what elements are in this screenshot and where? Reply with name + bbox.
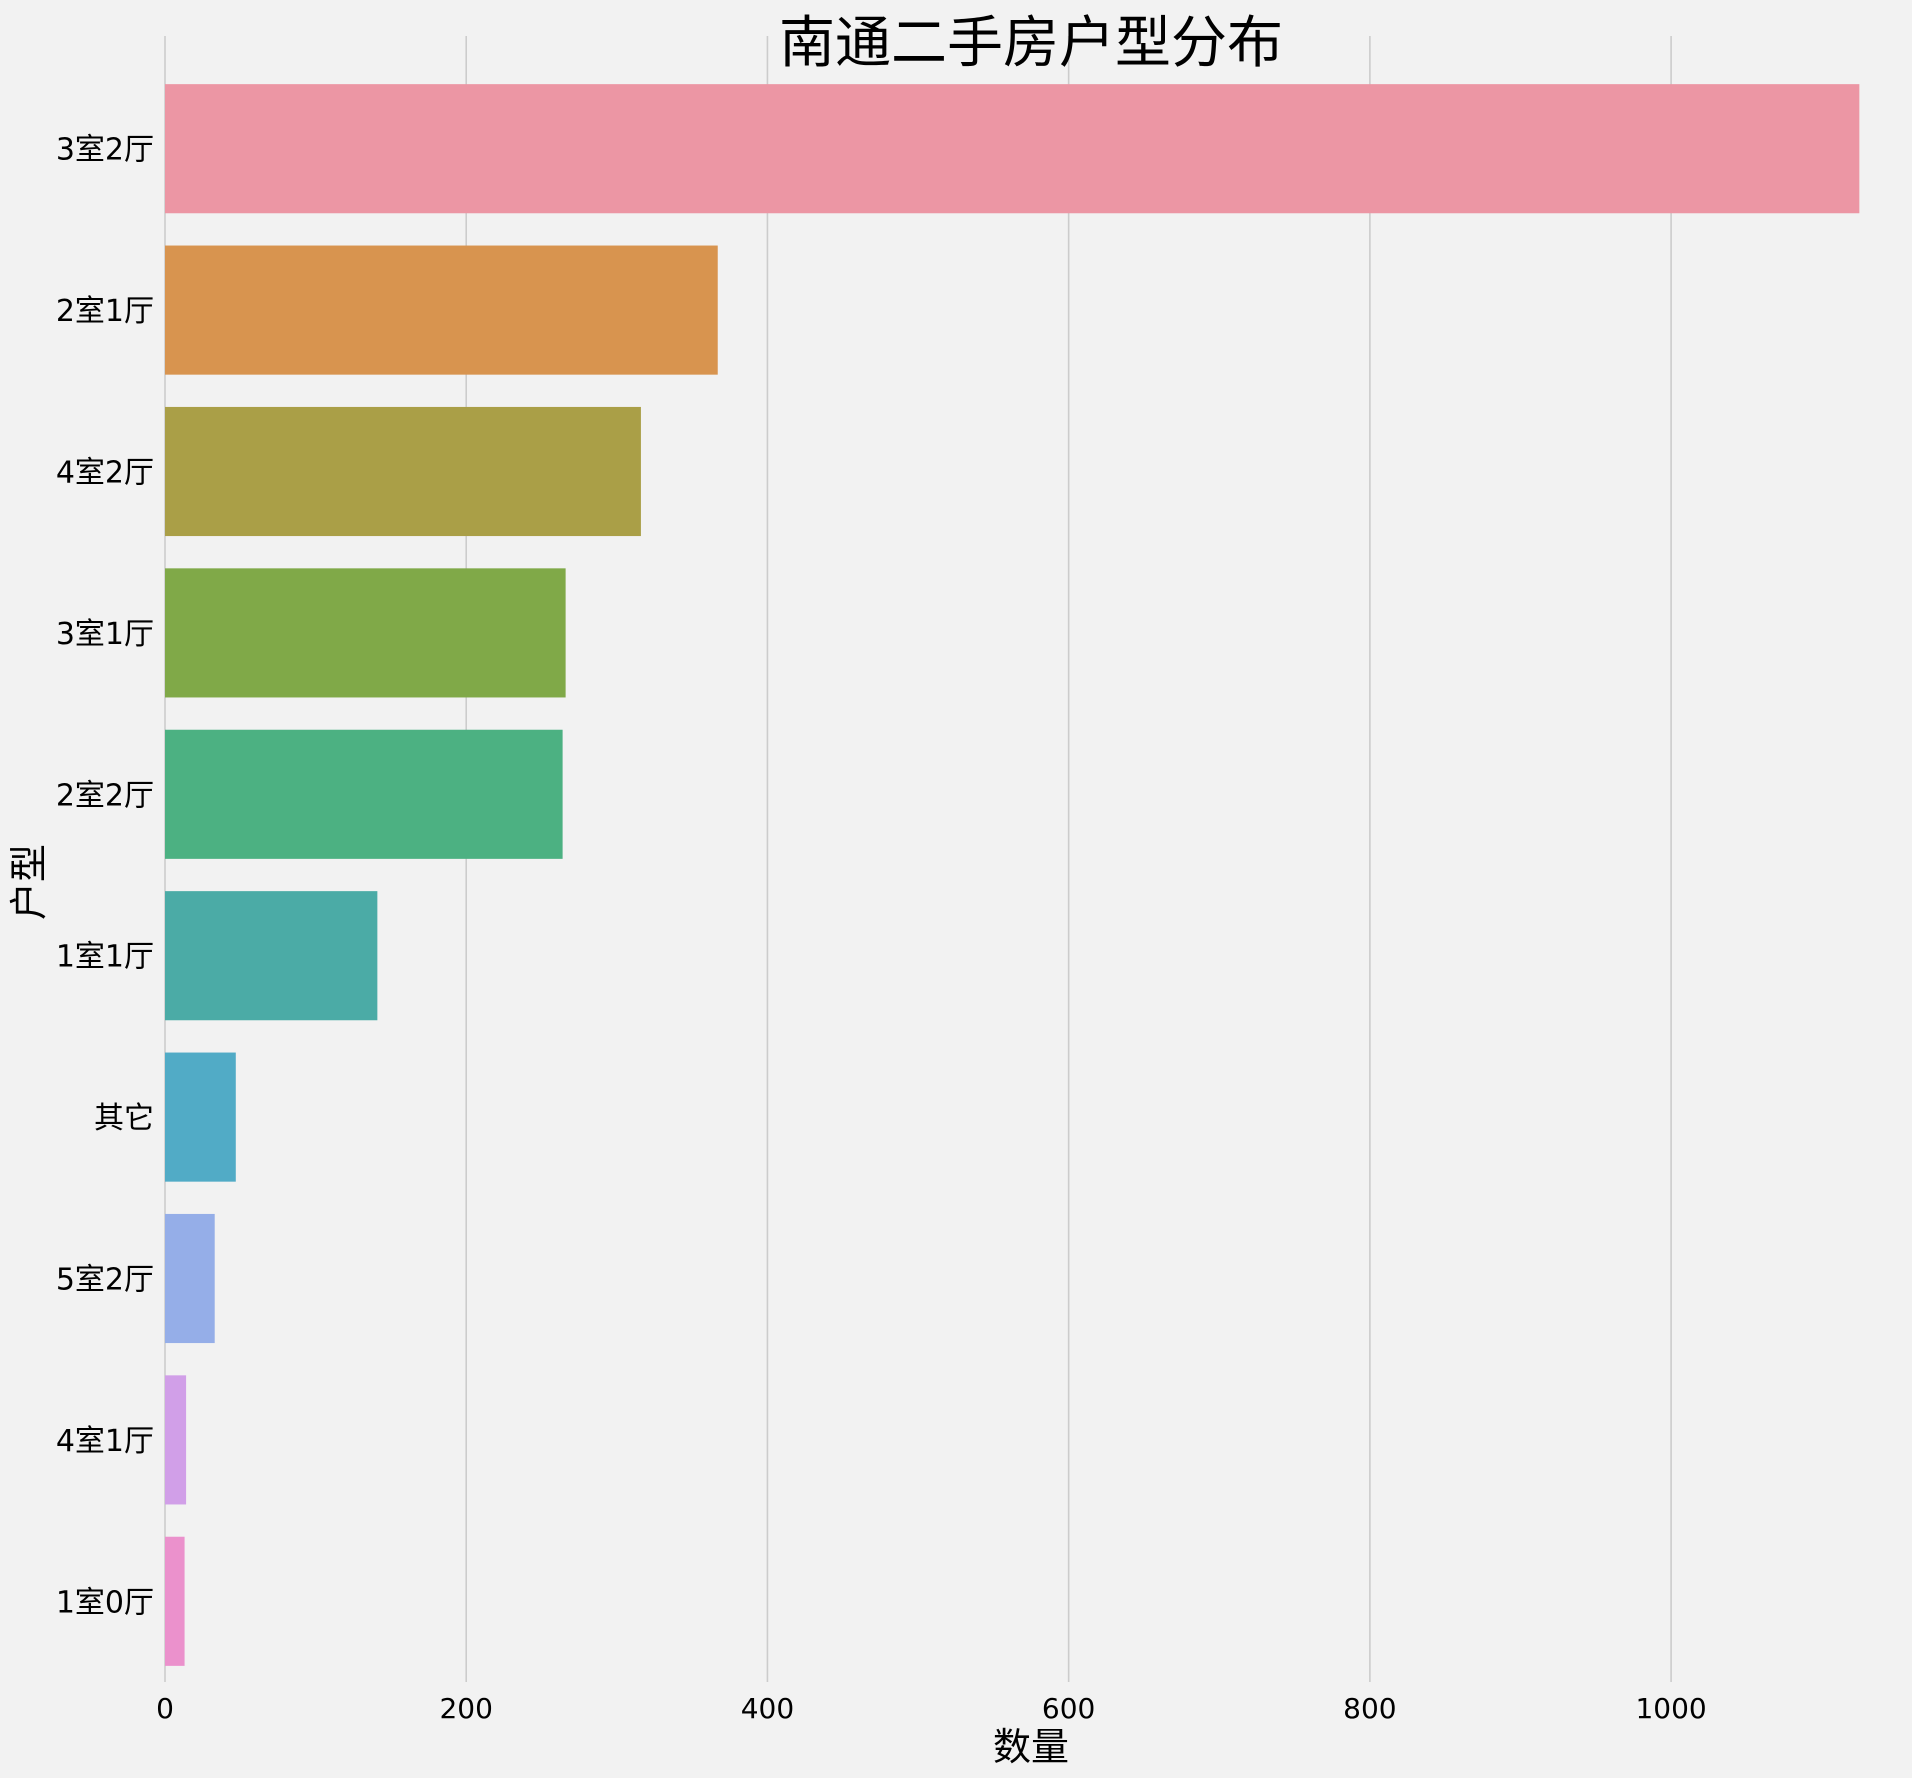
x-tick-label: 200 (439, 1692, 492, 1725)
y-tick-label: 1室0厅 (56, 1585, 154, 1620)
x-tick-label: 800 (1343, 1692, 1396, 1725)
y-tick-label: 5室2厅 (56, 1263, 154, 1298)
bar-2 (165, 406, 641, 537)
x-tick-label: 1000 (1635, 1692, 1706, 1725)
x-axis-label: 数量 (993, 1725, 1069, 1769)
bar-0 (165, 84, 1860, 214)
x-tick-label: 400 (741, 1692, 794, 1725)
x-tick-label: 0 (156, 1692, 174, 1725)
bar-1 (165, 245, 718, 375)
x-tick-labels: 0 200 400 600 800 1000 (156, 1692, 1707, 1725)
y-tick-label: 4室1厅 (56, 1424, 154, 1459)
y-tick-label: 2室2厅 (56, 778, 154, 813)
y-tick-label: 4室2厅 (56, 456, 154, 491)
y-axis-label: 户型 (7, 844, 51, 920)
bar-9 (165, 1536, 185, 1666)
bar-8 (165, 1375, 187, 1505)
y-tick-label: 1室1厅 (56, 940, 154, 975)
bar-3 (165, 568, 566, 698)
y-tick-label: 2室1厅 (56, 294, 154, 329)
y-tick-label: 3室1厅 (56, 617, 154, 652)
bar-4 (165, 729, 563, 859)
bar-layer (165, 84, 1860, 1666)
chart-title: 南通二手房户型分布 (779, 11, 1283, 76)
bar-7 (165, 1213, 215, 1344)
bar-6 (165, 1052, 236, 1182)
bar-5 (165, 891, 378, 1021)
y-tick-label: 其它 (94, 1101, 154, 1136)
x-tick-label: 600 (1042, 1692, 1095, 1725)
y-tick-label: 3室2厅 (56, 133, 154, 168)
